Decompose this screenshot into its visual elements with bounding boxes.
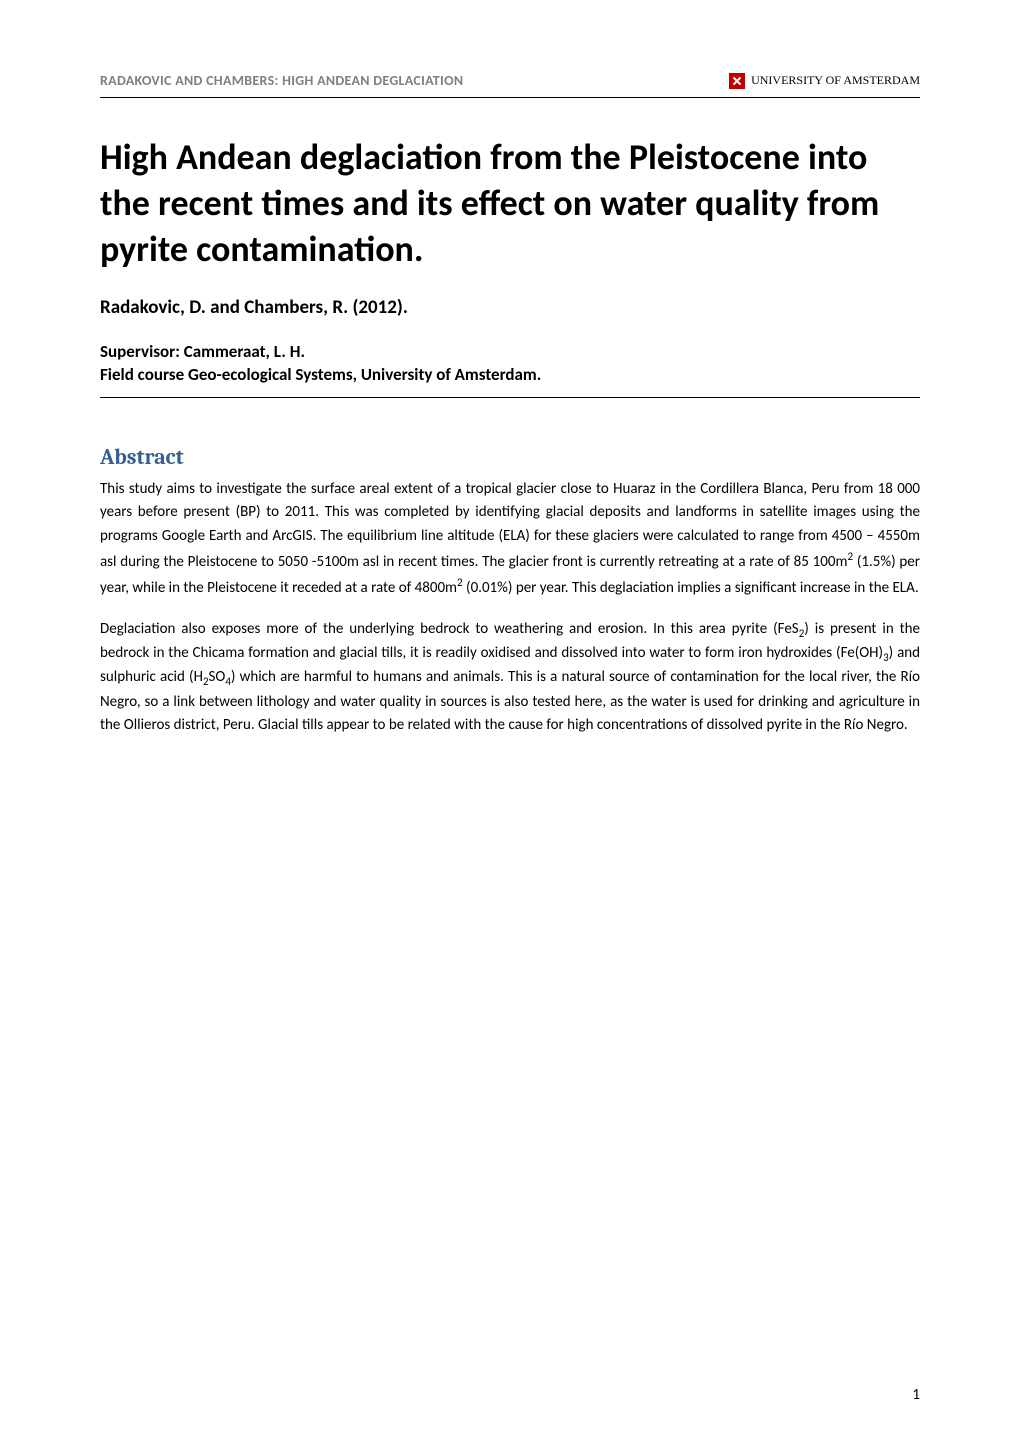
university-logo-icon bbox=[729, 73, 745, 89]
authors-line: Radakovic, D. and Chambers, R. (2012). bbox=[100, 296, 920, 319]
running-header-text: RADAKOVIC AND CHAMBERS: HIGH ANDEAN DEGL… bbox=[100, 72, 463, 89]
abstract-p1-text-a: This study aims to investigate the surfa… bbox=[100, 480, 920, 571]
university-name: UNIVERSITY OF AMSTERDAM bbox=[751, 73, 920, 88]
abstract-paragraph-2: Deglaciation also exposes more of the un… bbox=[100, 618, 920, 737]
paper-title: High Andean deglaciation from the Pleist… bbox=[100, 134, 920, 272]
running-header-institution: UNIVERSITY OF AMSTERDAM bbox=[729, 73, 920, 89]
supervisor-line: Supervisor: Cammeraat, L. H. bbox=[100, 341, 920, 364]
abstract-paragraph-1: This study aims to investigate the surfa… bbox=[100, 478, 920, 600]
fieldcourse-line: Field course Geo-ecological Systems, Uni… bbox=[100, 364, 920, 387]
title-block-rule bbox=[100, 397, 920, 398]
page: RADAKOVIC AND CHAMBERS: HIGH ANDEAN DEGL… bbox=[0, 0, 1020, 1442]
abstract-p2-text-d: SO bbox=[209, 668, 226, 686]
abstract-heading: Abstract bbox=[100, 444, 920, 470]
running-header: RADAKOVIC AND CHAMBERS: HIGH ANDEAN DEGL… bbox=[100, 72, 920, 89]
abstract-p1-text-c: (0.01%) per year. This deglaciation impl… bbox=[463, 579, 919, 597]
page-number: 1 bbox=[912, 1386, 920, 1404]
header-rule bbox=[100, 97, 920, 98]
abstract-p2-text-a: Deglaciation also exposes more of the un… bbox=[100, 620, 799, 638]
